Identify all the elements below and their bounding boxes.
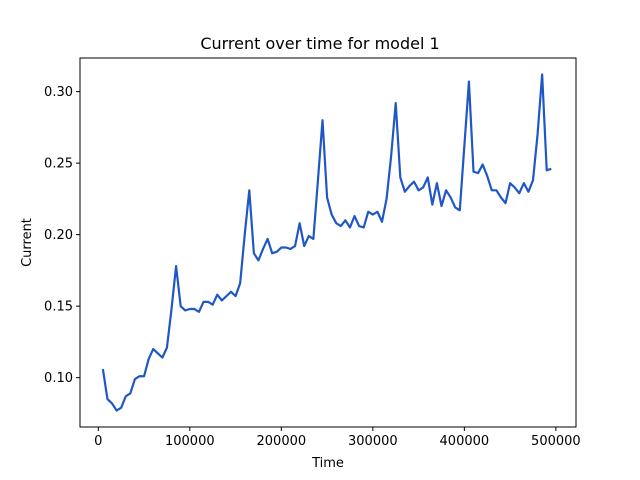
- plot-frame: [79, 57, 577, 428]
- chart-title: Current over time for model 1: [200, 34, 439, 53]
- x-tick-label: 400000: [440, 434, 490, 449]
- x-tick-label: 100000: [165, 434, 215, 449]
- x-tick-label: 0: [94, 434, 102, 449]
- y-tick-label: 0.20: [44, 228, 73, 243]
- y-axis-ticks: 0.10 0.15 0.20 0.25 0.30: [44, 85, 80, 386]
- plot-area: [80, 58, 576, 427]
- y-axis-title: Current: [20, 218, 35, 267]
- x-tick-label: 500000: [531, 434, 581, 449]
- x-axis-ticks: 0 100000 200000 300000 400000 500000: [94, 427, 581, 449]
- series-layer: [101, 73, 552, 412]
- y-tick-label: 0.15: [44, 300, 73, 315]
- y-tick-label: 0.25: [44, 157, 73, 172]
- x-tick-label: 200000: [257, 434, 307, 449]
- y-tick-label: 0.30: [44, 85, 73, 100]
- series-line: [101, 73, 552, 412]
- y-tick-label: 0.10: [44, 371, 73, 386]
- x-tick-label: 300000: [348, 434, 398, 449]
- x-axis-title: Time: [311, 456, 344, 471]
